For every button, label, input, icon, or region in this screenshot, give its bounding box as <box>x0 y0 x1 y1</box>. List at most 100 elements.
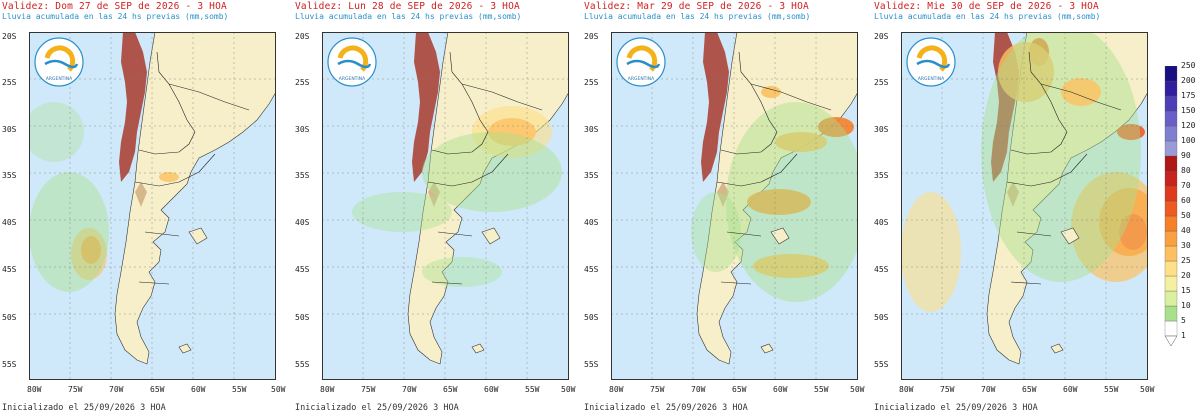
panel-title: Validez: Mie 30 de SEP de 2026 - 3 HOA <box>874 1 1099 12</box>
panel-footer: Inicializado el 25/09/2026 3 HOA <box>584 403 748 413</box>
forecast-panel-3: Validez: Mar 29 de SEP de 2026 - 3 HOA L… <box>582 0 872 418</box>
lat-label: 50S <box>874 313 889 322</box>
lon-label: 65W <box>443 385 458 394</box>
lat-label: 50S <box>2 313 17 322</box>
panel-title: Validez: Lun 28 de SEP de 2026 - 3 HOA <box>295 1 520 12</box>
precipitation-map: ARGENTINA <box>322 32 569 380</box>
lon-label: 60W <box>191 385 206 394</box>
lat-label: 25S <box>584 78 599 87</box>
forecast-panel-4: Validez: Mie 30 de SEP de 2026 - 3 HOA L… <box>872 0 1200 418</box>
colorbar-level-label: 70 <box>1181 181 1191 190</box>
lat-label: 40S <box>874 218 889 227</box>
lon-label: 80W <box>609 385 624 394</box>
panel-footer: Inicializado el 25/09/2026 3 HOA <box>874 403 1038 413</box>
lon-label: 60W <box>484 385 499 394</box>
lon-label: 70W <box>691 385 706 394</box>
panel-title: Validez: Mar 29 de SEP de 2026 - 3 HOA <box>584 1 809 12</box>
lat-label: 25S <box>295 78 310 87</box>
precipitation-map: ARGENTINA <box>611 32 858 380</box>
lat-label: 35S <box>584 171 599 180</box>
lon-label: 80W <box>320 385 335 394</box>
colorbar-level-label: 1 <box>1181 331 1186 340</box>
lat-label: 30S <box>295 125 310 134</box>
lat-label: 35S <box>2 171 17 180</box>
lat-label: 25S <box>874 78 889 87</box>
lat-label: 25S <box>2 78 17 87</box>
svg-text:ARGENTINA: ARGENTINA <box>918 76 945 82</box>
colorbar-level-label: 20 <box>1181 271 1191 280</box>
lon-label: 80W <box>27 385 42 394</box>
svg-text:ARGENTINA: ARGENTINA <box>339 76 366 82</box>
colorbar-level-label: 25 <box>1181 256 1191 265</box>
colorbar-level-label: 250 <box>1181 61 1196 70</box>
lat-label: 55S <box>874 360 889 369</box>
lon-label: 55W <box>232 385 247 394</box>
lon-label: 55W <box>525 385 540 394</box>
lon-label: 55W <box>814 385 829 394</box>
lat-label: 40S <box>2 218 17 227</box>
colorbar-level-label: 120 <box>1181 121 1196 130</box>
lon-label: 65W <box>1022 385 1037 394</box>
lat-label: 55S <box>2 360 17 369</box>
colorbar-level-label: 5 <box>1181 316 1186 325</box>
lon-label: 75W <box>650 385 665 394</box>
lon-label: 60W <box>773 385 788 394</box>
lat-label: 50S <box>584 313 599 322</box>
lat-label: 20S <box>2 32 17 41</box>
lon-label: 50W <box>561 385 576 394</box>
colorbar-level-label: 40 <box>1181 226 1191 235</box>
lat-label: 30S <box>874 125 889 134</box>
lon-label: 70W <box>402 385 417 394</box>
forecast-panel-1: Validez: Dom 27 de SEP de 2026 - 3 HOA L… <box>0 0 293 418</box>
lat-label: 35S <box>874 171 889 180</box>
lon-label: 70W <box>109 385 124 394</box>
lat-label: 45S <box>2 265 17 274</box>
lat-label: 20S <box>874 32 889 41</box>
lon-label: 50W <box>1140 385 1155 394</box>
lat-label: 20S <box>295 32 310 41</box>
colorbar-level-label: 150 <box>1181 106 1196 115</box>
lon-label: 70W <box>981 385 996 394</box>
lat-label: 40S <box>295 218 310 227</box>
lat-label: 50S <box>295 313 310 322</box>
lat-label: 45S <box>874 265 889 274</box>
lon-label: 80W <box>899 385 914 394</box>
panel-title: Validez: Dom 27 de SEP de 2026 - 3 HOA <box>2 1 227 12</box>
colorbar-level-label: 60 <box>1181 196 1191 205</box>
colorbar-level-label: 15 <box>1181 286 1191 295</box>
lon-label: 55W <box>1104 385 1119 394</box>
svg-text:ARGENTINA: ARGENTINA <box>46 76 73 82</box>
lon-label: 50W <box>271 385 286 394</box>
lat-label: 55S <box>584 360 599 369</box>
lat-label: 30S <box>584 125 599 134</box>
panel-footer: Inicializado el 25/09/2026 3 HOA <box>2 403 166 413</box>
lat-label: 35S <box>295 171 310 180</box>
forecast-panel-2: Validez: Lun 28 de SEP de 2026 - 3 HOA L… <box>293 0 582 418</box>
colorbar-level-label: 50 <box>1181 211 1191 220</box>
precipitation-colorbar <box>1164 66 1178 346</box>
lon-label: 60W <box>1063 385 1078 394</box>
lat-label: 55S <box>295 360 310 369</box>
colorbar-level-label: 90 <box>1181 151 1191 160</box>
lat-label: 30S <box>2 125 17 134</box>
lat-label: 45S <box>295 265 310 274</box>
panel-subtitle: Lluvia acumulada en las 24 hs previas (m… <box>584 12 811 21</box>
precipitation-map: ARGENTINA <box>29 32 276 380</box>
panel-subtitle: Lluvia acumulada en las 24 hs previas (m… <box>2 12 229 21</box>
lon-label: 75W <box>361 385 376 394</box>
panel-subtitle: Lluvia acumulada en las 24 hs previas (m… <box>295 12 522 21</box>
svg-text:ARGENTINA: ARGENTINA <box>628 76 655 82</box>
lon-label: 65W <box>150 385 165 394</box>
lat-label: 40S <box>584 218 599 227</box>
precipitation-map: ARGENTINA <box>901 32 1148 380</box>
colorbar-level-label: 30 <box>1181 241 1191 250</box>
colorbar-level-label: 200 <box>1181 76 1196 85</box>
lat-label: 20S <box>584 32 599 41</box>
colorbar-level-label: 100 <box>1181 136 1196 145</box>
lon-label: 50W <box>850 385 865 394</box>
colorbar-level-label: 10 <box>1181 301 1191 310</box>
lon-label: 75W <box>68 385 83 394</box>
colorbar-level-label: 175 <box>1181 91 1196 100</box>
panel-subtitle: Lluvia acumulada en las 24 hs previas (m… <box>874 12 1101 21</box>
lon-label: 65W <box>732 385 747 394</box>
